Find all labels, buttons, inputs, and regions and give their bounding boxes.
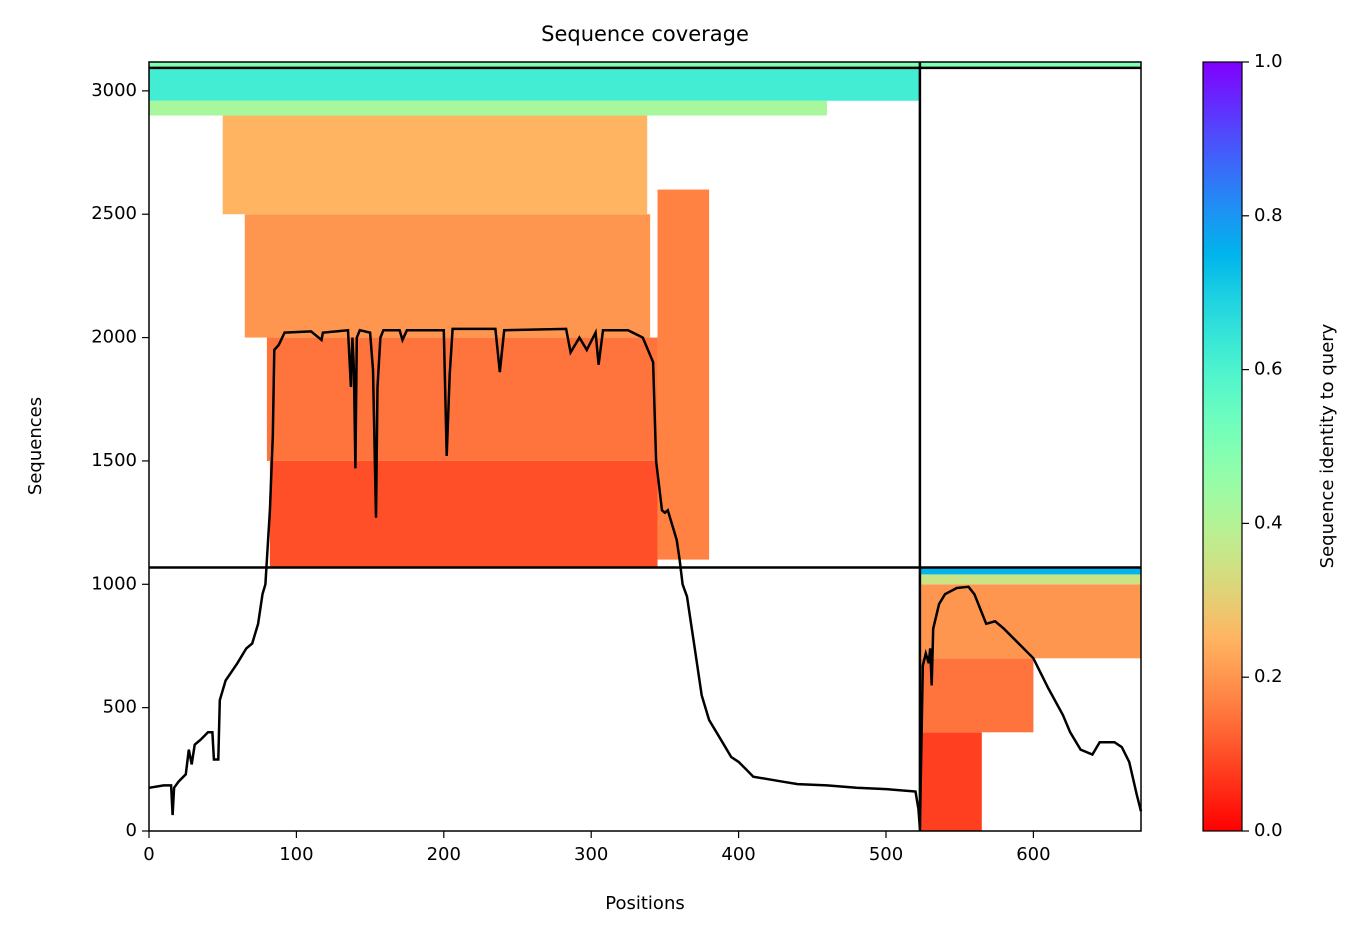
heatmap-cell — [244, 214, 651, 338]
x-tick-label: 100 — [279, 844, 313, 865]
y-tick-label: 1500 — [91, 450, 137, 471]
heatmap-cell — [266, 337, 658, 461]
heatmap-cell — [149, 68, 920, 101]
colorbar-tick-label: 1.0 — [1254, 51, 1283, 72]
y-tick-label: 500 — [103, 697, 137, 718]
x-axis-label: Positions — [605, 893, 684, 914]
x-tick-label: 0 — [143, 844, 154, 865]
heatmap-cell — [919, 732, 982, 831]
colorbar-tick-label: 0.2 — [1254, 666, 1283, 687]
heatmap-cell — [149, 100, 828, 116]
y-tick-label: 2000 — [91, 327, 137, 348]
y-tick-label: 0 — [126, 820, 137, 841]
colorbar-tick-label: 0.4 — [1254, 512, 1283, 533]
colorbar-tick-label: 0.0 — [1254, 820, 1283, 841]
colorbar-tick-label: 0.6 — [1254, 359, 1283, 380]
x-tick-label: 300 — [574, 844, 608, 865]
x-tick-label: 600 — [1016, 844, 1050, 865]
colorbar-label: Sequence identity to query — [1317, 323, 1338, 568]
y-tick-label: 3000 — [91, 80, 137, 101]
y-axis-label: Sequences — [25, 397, 46, 495]
plot-frame — [148, 61, 1142, 832]
heatmap-cell — [919, 567, 1141, 575]
y-tick-label: 2500 — [91, 203, 137, 224]
colorbar-tick-label: 0.8 — [1254, 205, 1283, 226]
chart-title: Sequence coverage — [541, 22, 749, 46]
x-tick-label: 200 — [427, 844, 461, 865]
heatmap-cell — [919, 574, 1141, 585]
colorbar — [1202, 61, 1243, 832]
heatmap-cell — [657, 189, 710, 560]
heatmap-cell — [222, 115, 648, 215]
heatmap-cell — [149, 62, 1141, 68]
heatmap-cell — [919, 584, 1141, 659]
x-tick-label: 500 — [869, 844, 903, 865]
heatmap-cell — [269, 460, 658, 568]
coverage-line — [148, 327, 1143, 829]
heatmap-cell — [919, 658, 1034, 733]
x-tick-label: 400 — [721, 844, 755, 865]
y-tick-label: 1000 — [91, 573, 137, 594]
